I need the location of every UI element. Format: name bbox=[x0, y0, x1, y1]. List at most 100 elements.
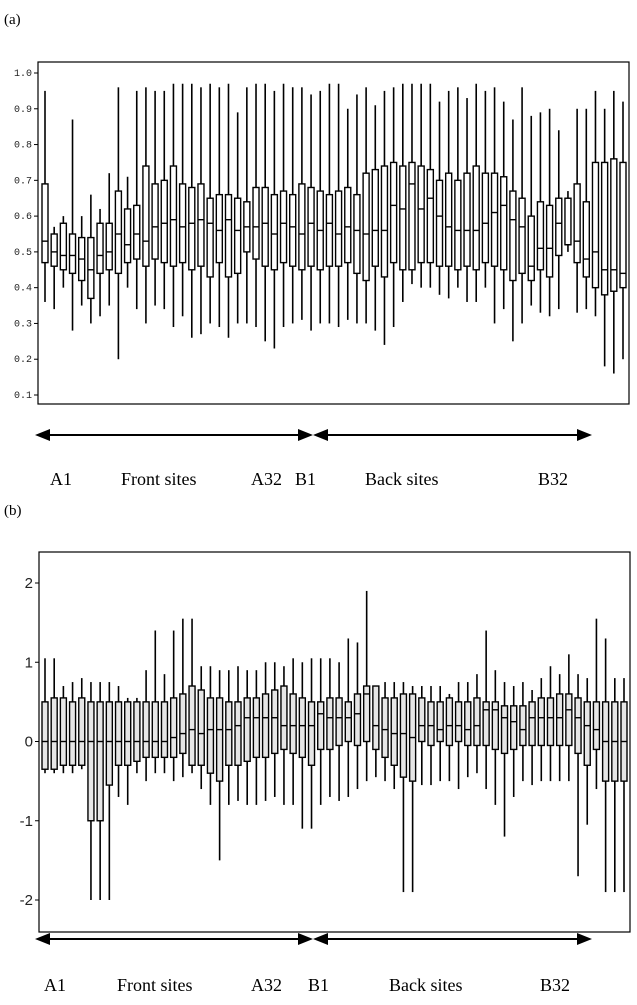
box-iqr bbox=[545, 204, 554, 278]
box-plot-item bbox=[206, 666, 215, 805]
site-label-b1: B1 bbox=[295, 469, 316, 489]
box-iqr bbox=[133, 204, 141, 260]
box-iqr bbox=[271, 689, 279, 755]
box-iqr bbox=[59, 697, 68, 766]
box-plot-item bbox=[289, 87, 297, 324]
box-plot-item bbox=[565, 654, 573, 782]
box-iqr bbox=[179, 693, 187, 755]
range-arrows-a bbox=[35, 429, 592, 441]
box-iqr bbox=[279, 190, 288, 264]
y-tick-label: 0 bbox=[25, 734, 33, 751]
box-iqr bbox=[50, 233, 58, 267]
box-iqr bbox=[289, 693, 297, 755]
box-iqr bbox=[564, 197, 572, 246]
box-iqr bbox=[353, 693, 362, 747]
box-plot-item bbox=[197, 666, 205, 790]
box-plot-item bbox=[564, 191, 572, 252]
box-plot-item bbox=[574, 674, 582, 877]
box-iqr bbox=[353, 193, 361, 275]
box-plot-item bbox=[399, 682, 408, 893]
box-iqr bbox=[491, 701, 500, 751]
box-plot-item bbox=[225, 670, 233, 805]
box-plot-item bbox=[472, 83, 480, 302]
panel-b-plot: -2 -1 0 1 2 bbox=[20, 551, 631, 933]
box-iqr bbox=[105, 701, 114, 786]
box-iqr bbox=[178, 183, 187, 264]
box-iqr bbox=[463, 172, 471, 267]
box-iqr bbox=[160, 179, 168, 264]
box-iqr bbox=[536, 201, 545, 271]
box-plot-item bbox=[381, 682, 389, 782]
box-plot-item bbox=[233, 112, 242, 324]
box-iqr bbox=[280, 685, 288, 751]
arrow-head-left-a2 bbox=[313, 429, 328, 441]
box-plot-item bbox=[454, 682, 463, 790]
box-plot-item bbox=[151, 630, 159, 774]
box-plot-item bbox=[325, 83, 334, 324]
boxes-b bbox=[41, 590, 628, 900]
box-plot-item bbox=[114, 686, 123, 797]
box-iqr bbox=[197, 689, 205, 766]
box-iqr bbox=[344, 186, 352, 264]
box-plot-item bbox=[307, 94, 315, 331]
box-iqr bbox=[96, 222, 104, 275]
box-iqr bbox=[261, 186, 269, 267]
box-plot-item bbox=[509, 119, 517, 342]
box-iqr bbox=[334, 190, 343, 267]
box-plot-item bbox=[261, 83, 269, 342]
box-plot-item bbox=[390, 682, 398, 790]
box-iqr bbox=[381, 697, 389, 759]
box-iqr bbox=[252, 186, 260, 260]
box-plot-item bbox=[519, 682, 527, 782]
box-plot-item bbox=[188, 618, 196, 774]
box-iqr bbox=[105, 222, 113, 271]
site-label-b-a32: A32 bbox=[251, 975, 282, 995]
box-plot-item bbox=[243, 670, 251, 805]
box-plot-item bbox=[408, 686, 417, 893]
box-plot-item bbox=[270, 90, 279, 349]
box-iqr bbox=[123, 208, 132, 264]
site-label-b-back: Back sites bbox=[389, 975, 463, 995]
box-iqr bbox=[573, 183, 581, 264]
box-iqr bbox=[41, 183, 49, 264]
box-plot-item bbox=[591, 90, 600, 317]
arrow-head-left-b bbox=[35, 933, 50, 945]
y-tick-label: 0.6 bbox=[14, 212, 32, 223]
box-plot-item bbox=[600, 108, 609, 367]
boxes-a bbox=[41, 83, 627, 374]
box-iqr bbox=[169, 697, 178, 759]
box-iqr bbox=[399, 693, 408, 778]
box-plot-item bbox=[215, 670, 224, 861]
box-iqr bbox=[215, 697, 224, 782]
box-plot-item bbox=[528, 689, 536, 786]
box-plot-item bbox=[372, 685, 380, 778]
box-plot-item bbox=[362, 590, 371, 782]
box-iqr bbox=[96, 701, 104, 822]
box-plot-item bbox=[133, 697, 141, 774]
box-plot-item bbox=[96, 682, 104, 900]
box-iqr bbox=[215, 193, 224, 264]
box-plot-item bbox=[490, 87, 499, 324]
box-plot-item bbox=[188, 83, 196, 338]
plot-frame-a bbox=[37, 61, 630, 405]
box-iqr bbox=[582, 201, 591, 278]
box-iqr bbox=[87, 701, 95, 822]
box-plot-item bbox=[344, 638, 352, 797]
box-plot-item bbox=[50, 226, 58, 310]
box-plot-item bbox=[546, 666, 555, 782]
box-plot-item bbox=[583, 678, 591, 825]
box-iqr bbox=[444, 172, 453, 267]
box-iqr bbox=[436, 701, 444, 743]
box-plot-item bbox=[537, 678, 545, 782]
box-iqr bbox=[519, 705, 527, 747]
box-plot-item bbox=[399, 83, 407, 302]
y-ticks-a: 0.1 0.2 0.3 0.4 0.5 0.6 0.7 0.8 0.9 1.0 bbox=[14, 69, 38, 402]
box-iqr bbox=[344, 701, 352, 743]
box-plot-item bbox=[280, 666, 288, 805]
box-plot-item bbox=[620, 678, 628, 893]
arrow-head-right-a2 bbox=[577, 429, 592, 441]
panel-label-a: (a) bbox=[4, 12, 21, 28]
box-iqr bbox=[399, 165, 407, 271]
arrow-head-right-a bbox=[298, 429, 313, 441]
box-plot-item bbox=[536, 112, 545, 313]
